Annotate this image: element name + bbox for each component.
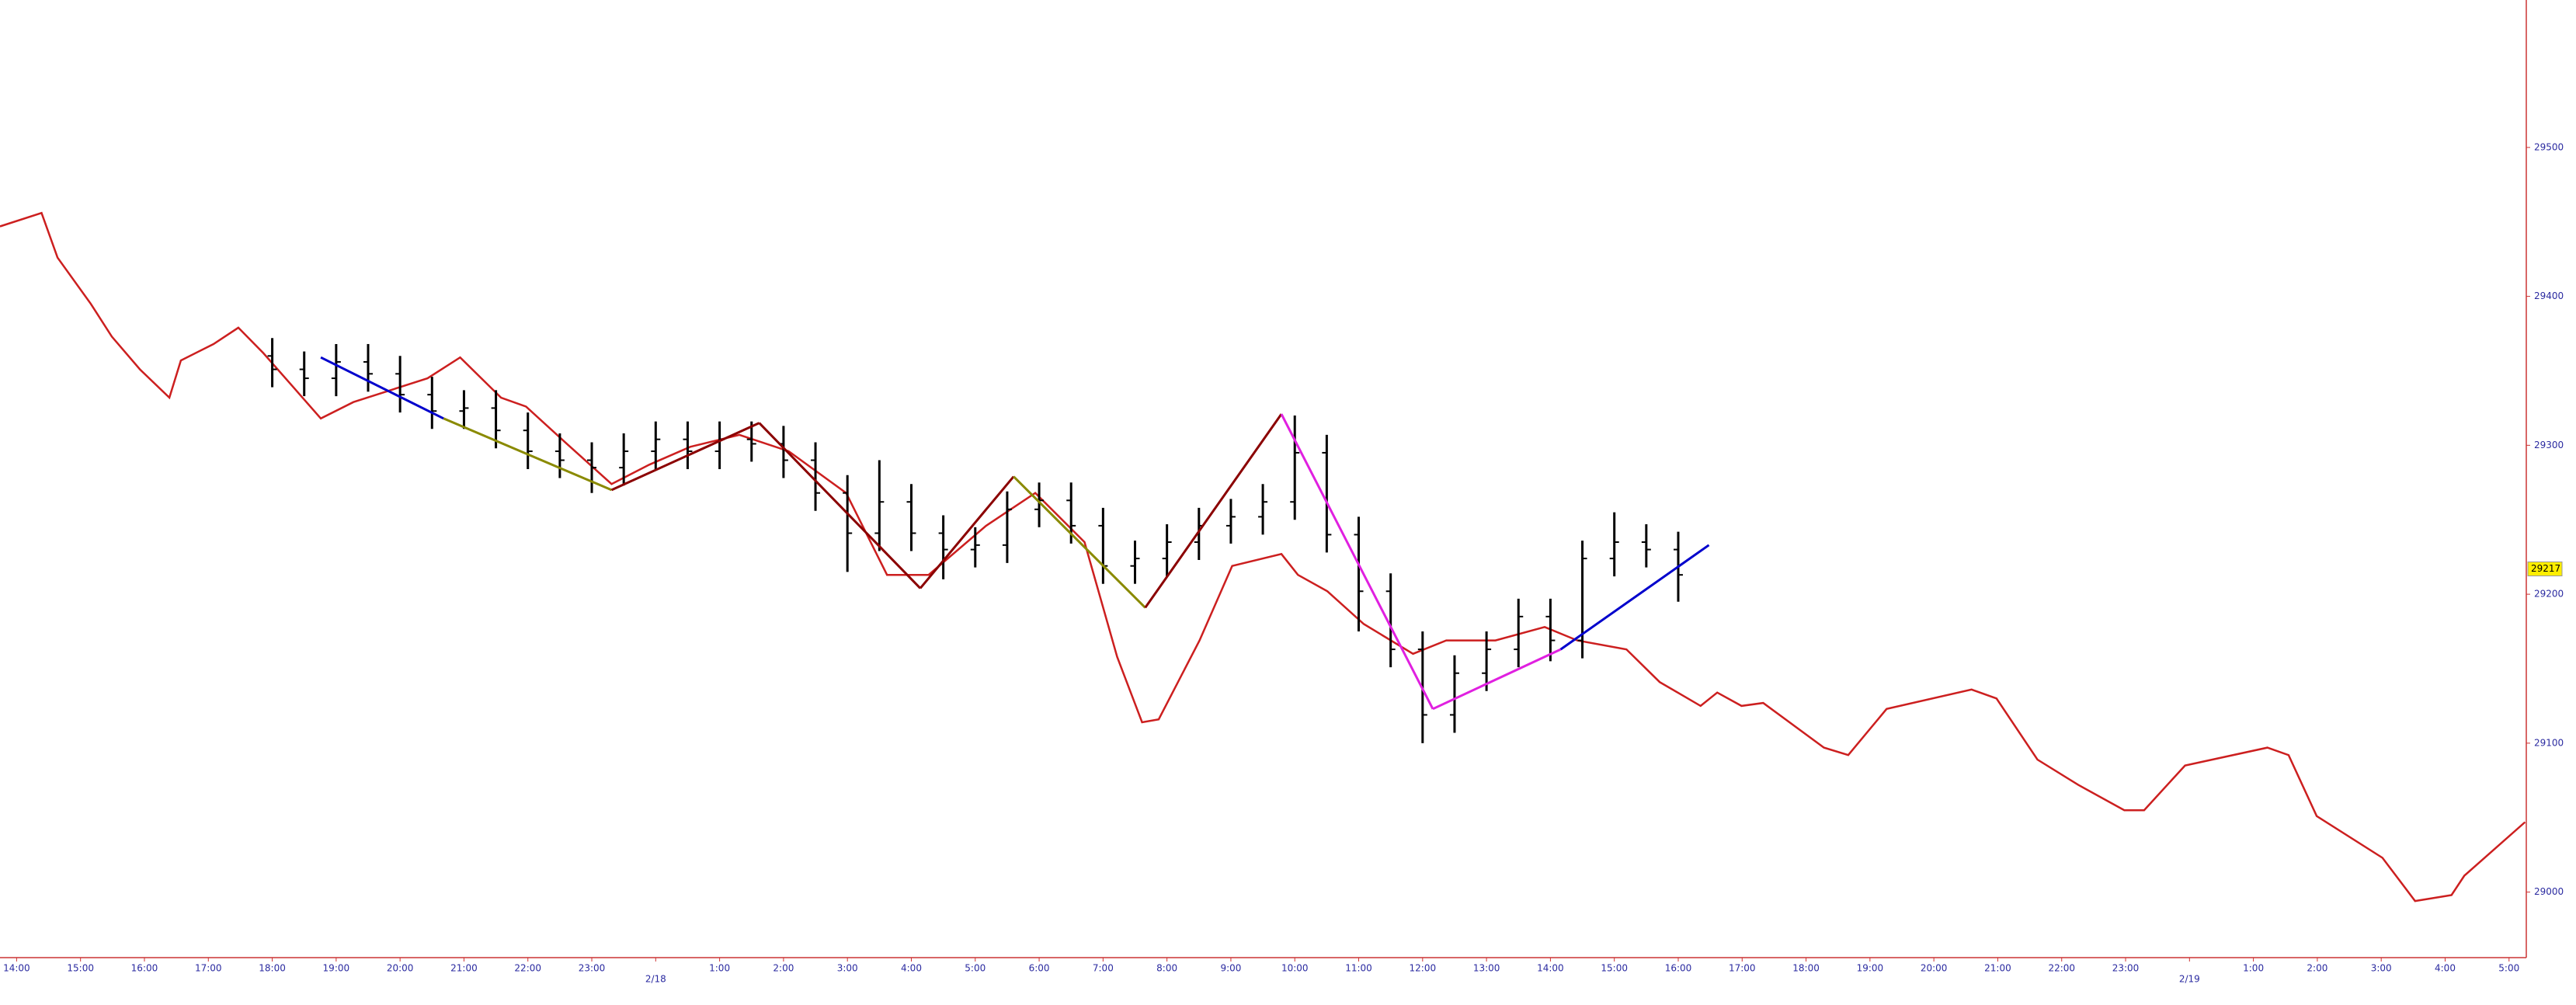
zigzag-segment bbox=[1013, 475, 1146, 609]
x-tick-label: 19:00 bbox=[1857, 963, 1884, 974]
x-tick-label: 5:00 bbox=[2498, 963, 2519, 974]
y-tick-label: 29000 bbox=[2534, 886, 2564, 897]
zigzag-segment bbox=[443, 417, 613, 492]
x-tick-label: 1:00 bbox=[709, 963, 730, 974]
x-tick-label: 8:00 bbox=[1156, 963, 1177, 974]
x-tick-label: 15:00 bbox=[1601, 963, 1628, 974]
x-tick-label: 17:00 bbox=[195, 963, 222, 974]
x-tick-label: 17:00 bbox=[1729, 963, 1756, 974]
x-tick-label: 21:00 bbox=[1984, 963, 2011, 974]
x-tick-label: 12:00 bbox=[1410, 963, 1437, 974]
x-tick-label: 4:00 bbox=[901, 963, 922, 974]
y-tick-label: 29400 bbox=[2534, 290, 2564, 301]
x-tick-label: 20:00 bbox=[387, 963, 414, 974]
x-tick-label: 10:00 bbox=[1281, 963, 1309, 974]
y-tick-label: 29500 bbox=[2534, 141, 2564, 152]
zigzag-segment bbox=[1559, 544, 1710, 651]
x-tick-label: 18:00 bbox=[1792, 963, 1820, 974]
x-date-label: 2/18 bbox=[645, 974, 666, 985]
y-tick-label: 29300 bbox=[2534, 440, 2564, 450]
last-price-label: 29217 bbox=[2531, 563, 2560, 574]
x-tick-label: 3:00 bbox=[837, 963, 858, 974]
y-tick-label: 29200 bbox=[2534, 589, 2564, 600]
x-tick-label: 14:00 bbox=[1537, 963, 1564, 974]
x-tick-label: 22:00 bbox=[514, 963, 541, 974]
x-tick-label: 20:00 bbox=[1921, 963, 1948, 974]
x-tick-label: 3:00 bbox=[2371, 963, 2392, 974]
y-tick-label: 29100 bbox=[2534, 737, 2564, 748]
x-tick-label: 13:00 bbox=[1473, 963, 1500, 974]
x-tick-label: 18:00 bbox=[259, 963, 286, 974]
zigzag-segment bbox=[320, 356, 444, 420]
x-tick-label: 2:00 bbox=[773, 963, 794, 974]
zigzag-segment bbox=[1280, 413, 1434, 710]
x-tick-label: 16:00 bbox=[131, 963, 158, 974]
x-date-label: 2/19 bbox=[2179, 974, 2200, 985]
x-tick-label: 1:00 bbox=[2243, 963, 2264, 974]
zigzag-segment bbox=[758, 422, 922, 589]
x-tick-label: 21:00 bbox=[450, 963, 478, 974]
moving-average-line bbox=[0, 211, 2526, 902]
x-tick-label: 4:00 bbox=[2435, 963, 2456, 974]
x-tick-label: 2:00 bbox=[2307, 963, 2327, 974]
zigzag-segment bbox=[1432, 648, 1562, 711]
x-tick-label: 16:00 bbox=[1665, 963, 1692, 974]
x-tick-label: 14:00 bbox=[3, 963, 30, 974]
x-tick-label: 11:00 bbox=[1345, 963, 1372, 974]
zigzag-segment bbox=[1144, 413, 1283, 609]
x-tick-label: 9:00 bbox=[1220, 963, 1241, 974]
x-tick-label: 23:00 bbox=[2112, 963, 2140, 974]
x-tick-label: 23:00 bbox=[579, 963, 606, 974]
x-tick-label: 6:00 bbox=[1029, 963, 1050, 974]
x-tick-label: 19:00 bbox=[323, 963, 350, 974]
last-price-box bbox=[2527, 562, 2563, 577]
x-tick-label: 5:00 bbox=[965, 963, 986, 974]
zigzag-segment bbox=[610, 422, 760, 492]
x-tick-label: 22:00 bbox=[2048, 963, 2075, 974]
x-tick-label: 7:00 bbox=[1093, 963, 1114, 974]
zigzag-segment bbox=[919, 475, 1015, 589]
x-tick-label: 15:00 bbox=[67, 963, 94, 974]
